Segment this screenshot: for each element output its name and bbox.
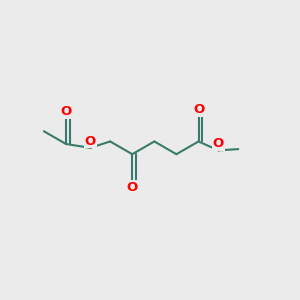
Text: O: O: [60, 105, 72, 119]
Text: O: O: [85, 135, 96, 148]
Text: O: O: [127, 181, 138, 194]
Text: O: O: [193, 103, 204, 116]
Text: O: O: [213, 137, 224, 150]
